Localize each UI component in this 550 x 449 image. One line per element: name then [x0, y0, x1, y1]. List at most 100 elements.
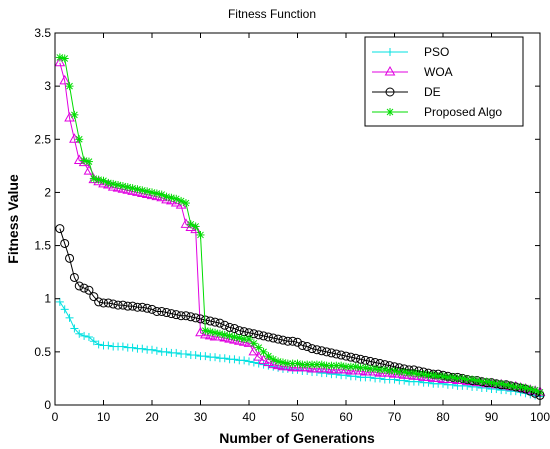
data-point-de: [263, 332, 273, 342]
data-point-pso: [191, 351, 200, 360]
data-point-proposed-algo: [215, 329, 224, 338]
data-point-proposed-algo: [463, 375, 472, 384]
data-point-pso: [65, 313, 74, 322]
data-point-proposed-algo-d2: [197, 231, 204, 239]
data-point-proposed-algo-d2: [347, 363, 355, 371]
data-point-de: [69, 272, 79, 282]
data-point-de: [268, 333, 278, 343]
data-point-de: [103, 298, 113, 308]
data-point-proposed-algo: [235, 334, 244, 343]
data-point-proposed-algo-d2: [478, 378, 486, 385]
data-point-de: [65, 253, 75, 263]
data-point-woa: [69, 133, 80, 143]
legend-marker-proposed-algo-d2: [386, 108, 394, 116]
data-point-de: [278, 335, 288, 345]
data-point-proposed-algo: [395, 368, 404, 377]
data-point-proposed-algo-d2: [66, 82, 73, 90]
data-point-pso: [94, 340, 103, 349]
data-point-pso: [60, 305, 69, 314]
data-point-de: [147, 304, 157, 314]
data-point-de: [55, 224, 65, 234]
data-point-de: [94, 297, 104, 307]
data-point-de: [132, 302, 142, 312]
data-point-proposed-algo: [152, 189, 161, 198]
series-line-de: [59, 228, 541, 396]
data-point-pso: [172, 348, 181, 357]
data-point-proposed-algo-d2: [415, 370, 423, 378]
x-tick-label: 100: [530, 410, 550, 424]
data-point-woa: [73, 154, 85, 165]
data-point-proposed-algo-d2: [298, 361, 306, 368]
data-point-proposed-algo-d2: [531, 386, 539, 394]
data-point-woa: [195, 326, 206, 337]
data-point-de: [166, 309, 176, 319]
x-tick-label: 30: [194, 410, 208, 424]
legend-label-de: DE: [424, 85, 441, 99]
data-point-proposed-algo-d2: [313, 361, 321, 368]
data-point-proposed-algo: [162, 192, 171, 201]
data-point-de: [157, 306, 167, 316]
legend-items: PSO WOA DE Proposed Algo: [372, 45, 502, 119]
data-point-de: [79, 283, 89, 293]
data-point-de: [118, 300, 128, 310]
data-point-proposed-algo: [492, 379, 501, 388]
data-point-pso: [245, 357, 253, 366]
data-point-de: [108, 299, 118, 309]
data-point-de: [123, 301, 133, 311]
data-point-proposed-algo-d2: [376, 366, 384, 374]
data-point-pso: [75, 329, 84, 338]
x-tick-label: 70: [388, 410, 402, 424]
data-point-proposed-algo-d2: [308, 361, 316, 368]
data-point-de: [351, 353, 361, 363]
data-point-proposed-algo-d2: [177, 197, 185, 205]
data-point-proposed-algo-d2: [289, 360, 297, 367]
y-tick-label: 0.5: [34, 345, 51, 359]
data-point-de: [162, 308, 172, 318]
data-point-proposed-algo-d2: [75, 135, 83, 143]
data-point-de: [215, 318, 225, 328]
data-point-de: [331, 349, 341, 359]
data-point-proposed-algo: [181, 199, 190, 208]
data-point-pso: [240, 356, 249, 365]
data-point-proposed-algo-d2: [454, 375, 461, 382]
data-point-de: [259, 331, 269, 341]
data-point-de: [186, 312, 196, 322]
data-point-proposed-algo-d2: [434, 372, 442, 380]
data-point-proposed-algo-d2: [332, 362, 340, 370]
data-point-de: [220, 320, 230, 330]
x-tick-label: 10: [97, 410, 111, 424]
data-point-pso: [118, 342, 127, 351]
data-point-pso: [181, 349, 190, 358]
data-point-proposed-algo-d2: [158, 191, 166, 198]
y-tick-label: 2.5: [34, 132, 51, 146]
data-point-proposed-algo: [482, 377, 491, 386]
data-point-de: [322, 347, 332, 357]
data-point-de: [293, 337, 302, 347]
data-point-proposed-algo-d2: [245, 335, 253, 343]
data-point-proposed-algo: [75, 135, 84, 144]
y-tick-label: 1: [44, 292, 51, 306]
data-point-proposed-algo: [220, 330, 229, 339]
data-point-pso: [201, 352, 210, 361]
data-point-de: [137, 302, 147, 312]
legend-marker-proposed-algo: [386, 108, 394, 116]
legend-marker-de: [385, 87, 395, 97]
data-point-pso: [148, 345, 156, 354]
legend-item-pso: PSO: [372, 45, 449, 59]
data-point-woa: [253, 351, 265, 361]
data-point-proposed-algo-d2: [192, 223, 200, 230]
data-point-proposed-algo-d2: [187, 220, 195, 228]
series-proposed-algo: [55, 53, 544, 397]
data-point-proposed-algo: [346, 362, 355, 371]
data-point-proposed-algo: [342, 362, 350, 371]
data-point-proposed-algo-d2: [303, 361, 311, 368]
data-point-proposed-algo-d2: [240, 335, 248, 343]
x-tick-label: 80: [436, 410, 450, 424]
data-point-de: [283, 336, 293, 346]
data-point-de: [113, 300, 123, 310]
data-point-de: [307, 344, 317, 354]
data-point-proposed-algo-d2: [492, 380, 500, 388]
y-tick-label: 3.5: [34, 26, 51, 40]
data-point-proposed-algo-d2: [395, 368, 403, 376]
